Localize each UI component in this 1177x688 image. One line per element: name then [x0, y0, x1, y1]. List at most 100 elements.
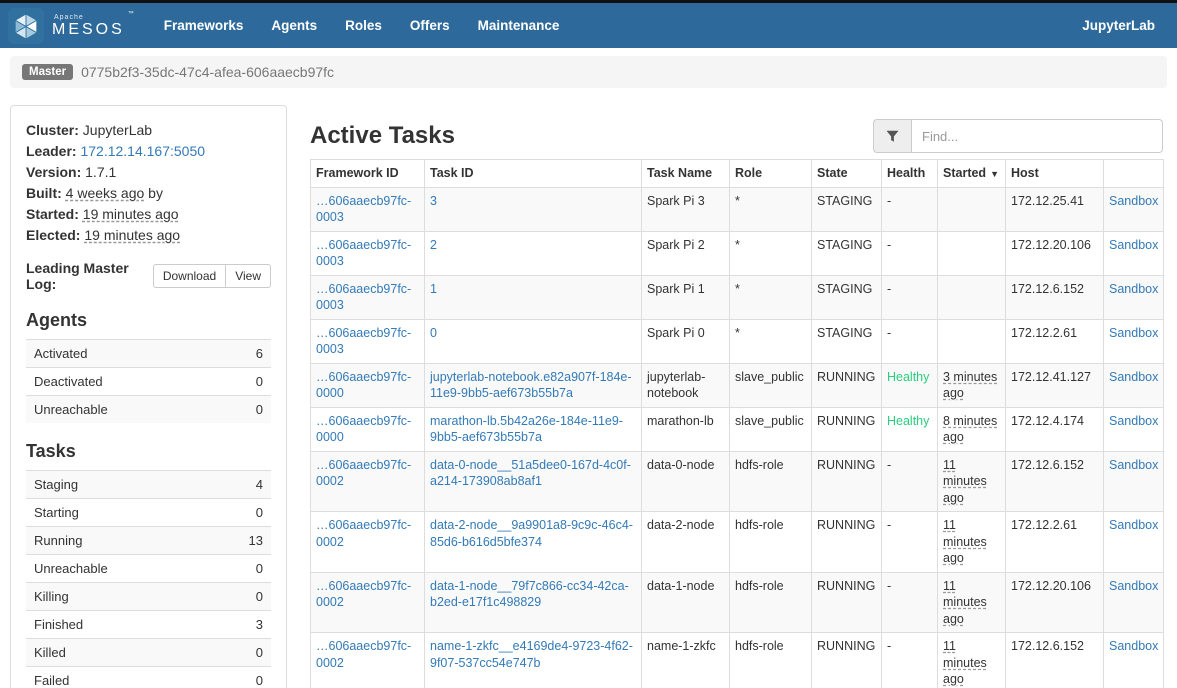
- mesos-logo-icon: [8, 7, 44, 44]
- sandbox-link[interactable]: Sandbox: [1109, 518, 1159, 532]
- role-cell: *: [729, 230, 812, 276]
- framework-id-cell: …606aaecb97fc-0002: [310, 571, 425, 633]
- table-row: …606aaecb97fc-0002 data-0-node__51a5dee0-…: [310, 450, 1164, 512]
- framework-link[interactable]: …606aaecb97fc-0002: [316, 518, 412, 549]
- stat-value: 0: [255, 673, 263, 688]
- sandbox-link[interactable]: Sandbox: [1109, 193, 1159, 208]
- info-line-elected: Elected: 19 minutes ago: [26, 225, 271, 246]
- sandbox-link[interactable]: Sandbox: [1109, 325, 1159, 340]
- state-cell: STAGING: [811, 318, 882, 364]
- framework-link[interactable]: …606aaecb97fc-0002: [316, 639, 412, 670]
- state-cell: STAGING: [811, 230, 882, 276]
- task-link[interactable]: 1: [430, 281, 437, 296]
- framework-link[interactable]: …606aaecb97fc-0003: [316, 325, 412, 357]
- filter-button[interactable]: [873, 119, 911, 153]
- health-cell: -: [881, 511, 938, 573]
- stat-value: 0: [255, 561, 263, 576]
- host-cell: 172.12.6.152: [1005, 450, 1104, 512]
- sandbox-link[interactable]: Sandbox: [1109, 639, 1159, 653]
- framework-link[interactable]: …606aaecb97fc-0002: [316, 457, 412, 489]
- cluster-info: Cluster: JupyterLab Leader: 172.12.14.167…: [26, 120, 271, 246]
- framework-link[interactable]: …606aaecb97fc-0003: [316, 237, 412, 269]
- col-header-role[interactable]: Role: [729, 159, 812, 188]
- health-value: -: [887, 457, 892, 472]
- task-id-cell: name-1-zkfc__e4169de4-9723-4f62-9f07-537…: [424, 632, 642, 688]
- sandbox-link[interactable]: Sandbox: [1109, 413, 1159, 428]
- stat-value: 0: [255, 645, 263, 660]
- content-area: Cluster: JupyterLab Leader: 172.12.14.167…: [0, 88, 1177, 688]
- sandbox-link[interactable]: Sandbox: [1109, 578, 1159, 593]
- nav-item-jupyterlab[interactable]: JupyterLab: [1082, 18, 1155, 33]
- state-cell: STAGING: [811, 186, 882, 232]
- col-header-task-id[interactable]: Task ID: [424, 159, 642, 188]
- col-header-host[interactable]: Host: [1005, 159, 1104, 188]
- task-link[interactable]: 2: [430, 237, 437, 252]
- stat-label: Killing: [34, 589, 69, 604]
- host-cell: 172.12.6.152: [1005, 274, 1104, 320]
- task-id-cell: 3: [424, 186, 642, 232]
- framework-link[interactable]: …606aaecb97fc-0000: [316, 369, 412, 401]
- col-header-started[interactable]: Started ▼: [937, 159, 1006, 188]
- leader-link[interactable]: 172.12.14.167:5050: [80, 143, 206, 159]
- task-link[interactable]: jupyterlab-notebook.e82a907f-184e-11e9-9…: [430, 369, 632, 401]
- host-cell: 172.12.20.106: [1005, 230, 1104, 276]
- navbar-items: Frameworks Agents Roles Offers Maintenance: [150, 6, 574, 45]
- sandbox-link[interactable]: Sandbox: [1109, 457, 1159, 472]
- col-header-sandbox[interactable]: [1103, 159, 1164, 188]
- started-cell: 8 minutes ago: [937, 406, 1006, 452]
- table-row: …606aaecb97fc-0002 data-1-node__79f7c866-…: [310, 571, 1164, 633]
- table-row: …606aaecb97fc-0000 marathon-lb.5b42a26e-1…: [310, 406, 1164, 452]
- nav-item-roles[interactable]: Roles: [345, 18, 382, 33]
- task-link[interactable]: name-1-zkfc__e4169de4-9723-4f62-9f07-537…: [430, 639, 633, 670]
- table-row: …606aaecb97fc-0002 name-1-zkfc__e4169de4-…: [310, 632, 1164, 688]
- state-cell: RUNNING: [811, 406, 882, 452]
- framework-link[interactable]: …606aaecb97fc-0000: [316, 413, 412, 445]
- health-cell: -: [881, 274, 938, 320]
- started-time: 3 minutes ago: [943, 369, 998, 401]
- mesos-brand[interactable]: Apache MESOS ™: [8, 7, 134, 44]
- task-name-cell: Spark Pi 3: [641, 186, 730, 232]
- find-input[interactable]: [911, 119, 1163, 153]
- stat-table-agents: Activated 6 Deactivated 0 Unreachable 0: [26, 339, 271, 423]
- task-link[interactable]: 0: [430, 325, 437, 340]
- stat-label: Running: [34, 533, 83, 548]
- master-id: 0775b2f3-35dc-47c4-afea-606aaecb97fc: [81, 64, 335, 80]
- task-name-cell: Spark Pi 2: [641, 230, 730, 276]
- sandbox-link[interactable]: Sandbox: [1109, 281, 1159, 296]
- col-header-health[interactable]: Health: [881, 159, 938, 188]
- task-link[interactable]: data-0-node__51a5dee0-167d-4c0f-a214-173…: [430, 457, 631, 489]
- task-link[interactable]: 3: [430, 193, 437, 208]
- col-header-state[interactable]: State: [811, 159, 882, 188]
- framework-link[interactable]: …606aaecb97fc-0002: [316, 578, 412, 610]
- nav-item-frameworks[interactable]: Frameworks: [163, 18, 244, 33]
- role-cell: *: [729, 318, 812, 364]
- framework-link[interactable]: …606aaecb97fc-0003: [316, 193, 412, 225]
- stat-value: 6: [255, 346, 263, 361]
- sandbox-cell: Sandbox: [1103, 406, 1164, 452]
- task-link[interactable]: data-1-node__79f7c866-cc34-42ca-b2ed-e17…: [430, 578, 629, 610]
- framework-id-cell: …606aaecb97fc-0002: [310, 632, 425, 688]
- task-id-cell: data-2-node__9a9901a8-9c9c-46c4-85d6-b61…: [424, 511, 642, 573]
- cluster-sidebar: Cluster: JupyterLab Leader: 172.12.14.167…: [10, 105, 287, 688]
- sandbox-link[interactable]: Sandbox: [1109, 369, 1159, 384]
- health-value: -: [887, 639, 892, 653]
- task-id-cell: data-1-node__79f7c866-cc34-42ca-b2ed-e17…: [424, 571, 642, 633]
- health-value: -: [887, 193, 892, 208]
- task-link[interactable]: marathon-lb.5b42a26e-184e-11e9-9bb5-aef6…: [430, 413, 623, 445]
- stat-table-tasks: Staging 4 Starting 0 Running 13 Unreachable 0 Ki…: [26, 470, 271, 688]
- nav-item-maintenance[interactable]: Maintenance: [477, 18, 560, 33]
- col-header-framework-id[interactable]: Framework ID: [310, 159, 425, 188]
- sandbox-cell: Sandbox: [1103, 571, 1164, 633]
- info-line-cluster: Cluster: JupyterLab: [26, 120, 271, 141]
- download-button[interactable]: Download: [152, 263, 227, 289]
- nav-item-offers[interactable]: Offers: [409, 18, 450, 33]
- stat-label: Staging: [34, 477, 79, 492]
- framework-link[interactable]: …606aaecb97fc-0003: [316, 281, 412, 313]
- task-id-cell: 0: [424, 318, 642, 364]
- col-header-task-name[interactable]: Task Name: [641, 159, 730, 188]
- nav-item-agents[interactable]: Agents: [271, 18, 318, 33]
- started-time: 8 minutes ago: [943, 413, 998, 445]
- view-button[interactable]: View: [226, 263, 271, 289]
- sandbox-link[interactable]: Sandbox: [1109, 237, 1159, 252]
- task-link[interactable]: data-2-node__9a9901a8-9c9c-46c4-85d6-b61…: [430, 518, 633, 549]
